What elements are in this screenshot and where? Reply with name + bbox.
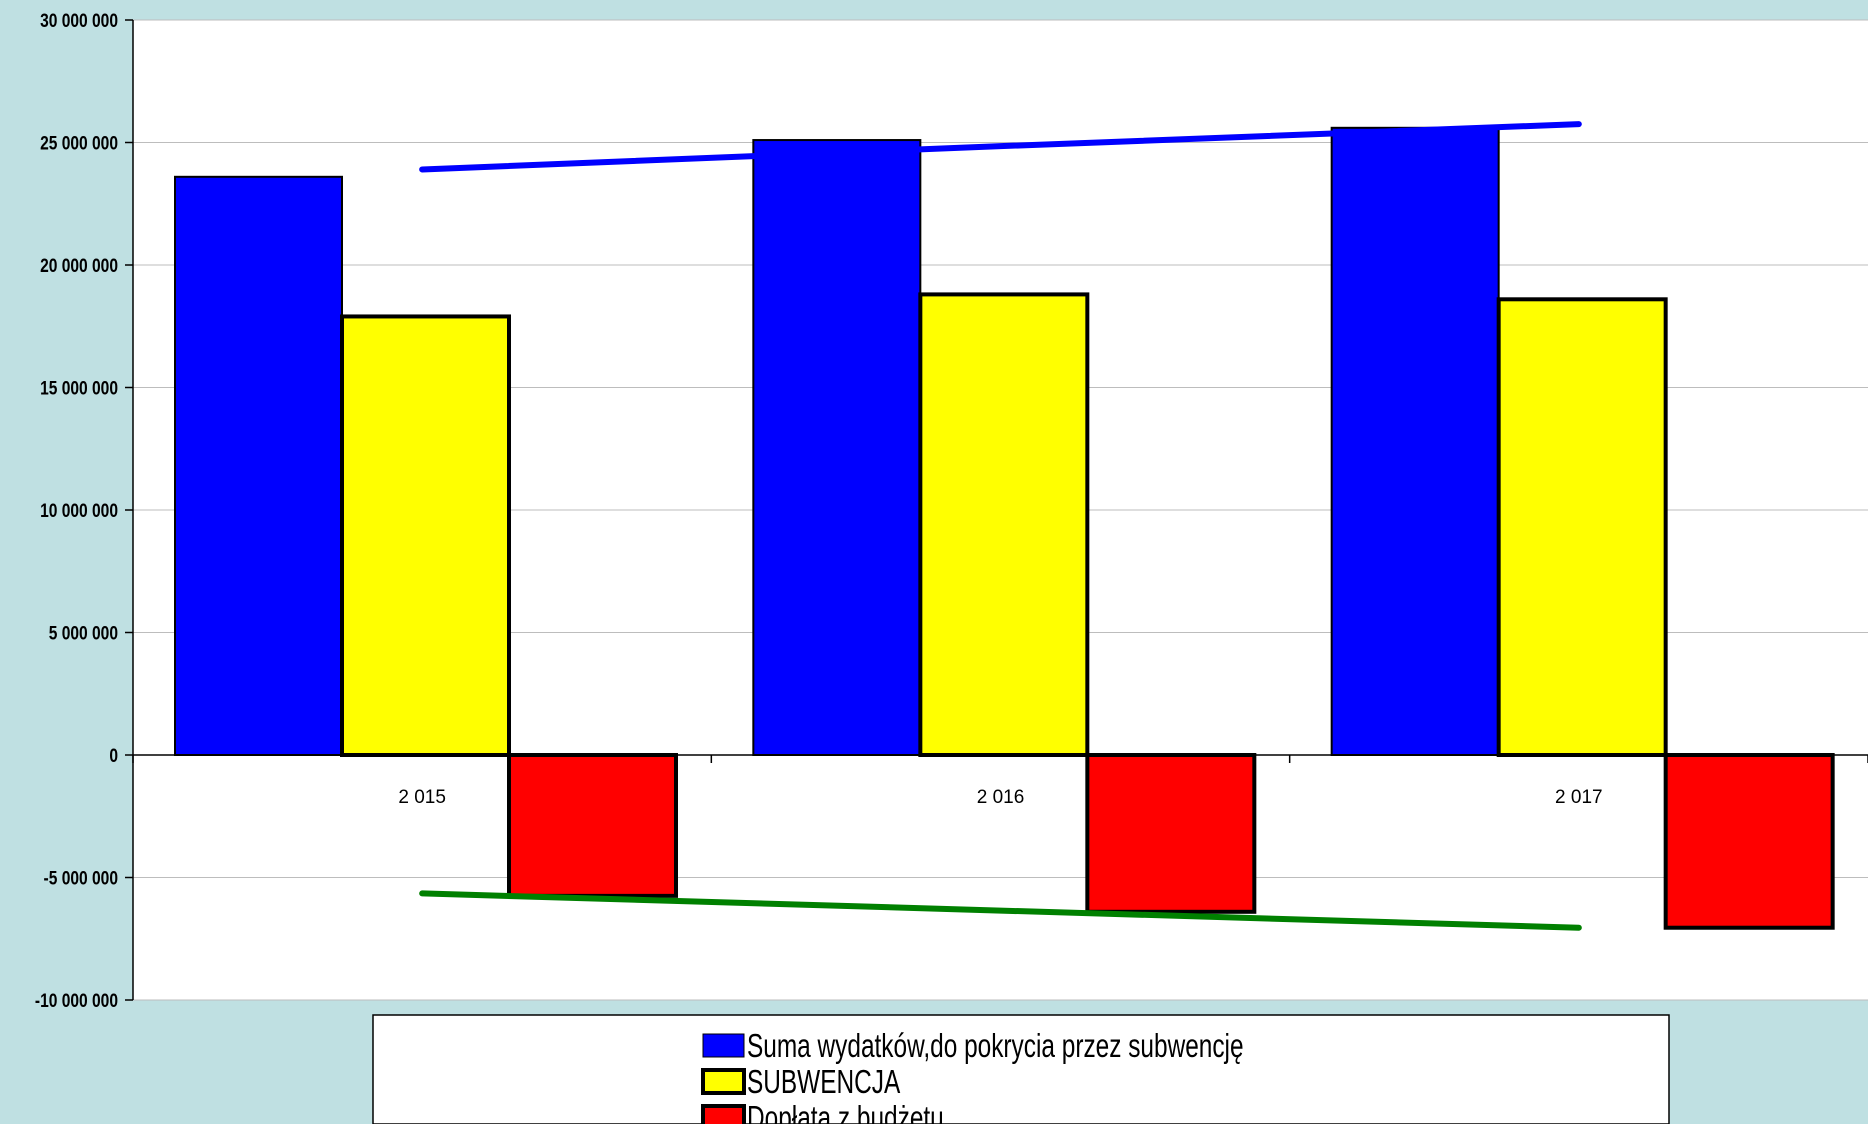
bar <box>340 314 511 757</box>
x-tick-labels: 2 015 2 016 2 017 <box>398 787 1602 808</box>
legend-swatch <box>702 1033 745 1058</box>
trendline <box>419 121 1582 173</box>
x-tick-label: 2 015 <box>398 787 446 808</box>
trendlines <box>419 121 1582 931</box>
y-tick-label: 15 000 000 <box>40 377 118 399</box>
bar <box>1663 753 1835 930</box>
x-tick-label: 2 016 <box>977 787 1025 808</box>
bar <box>507 753 678 898</box>
bar <box>1330 126 1500 757</box>
y-tick-label: 25 000 000 <box>40 132 118 154</box>
bar <box>918 292 1090 757</box>
bars <box>174 126 1835 930</box>
bar <box>1496 297 1668 757</box>
bar <box>752 139 922 757</box>
legend-box <box>372 1014 1670 1124</box>
legend-swatch <box>701 1068 746 1095</box>
legend-label: Suma wydatków,do pokrycia przez subwencj… <box>747 1029 1244 1065</box>
y-tick-label: -10 000 000 <box>35 990 118 1012</box>
y-tick-label: 10 000 000 <box>40 500 118 522</box>
bar <box>1085 753 1257 914</box>
y-tick-label: 0 <box>109 745 118 767</box>
legend-label: Dopłata z budżetu <box>747 1101 944 1124</box>
y-tick-label: 30 000 000 <box>40 10 118 32</box>
legend-swatch <box>701 1104 746 1124</box>
legend-label: SUBWENCJA <box>747 1065 901 1101</box>
y-tick-label: 20 000 000 <box>40 255 118 277</box>
bar <box>174 175 343 757</box>
y-tick-label: -5 000 000 <box>44 867 118 889</box>
y-tick-labels: 30 000 000 25 000 000 20 000 000 15 000 000… <box>35 10 118 1012</box>
x-tick-label: 2 017 <box>1555 787 1603 808</box>
axes <box>125 19 1868 1001</box>
legend: Suma wydatków,do pokrycia przez subwencj… <box>372 1014 1670 1124</box>
trendline <box>419 890 1582 931</box>
y-tick-label: 5 000 000 <box>49 622 118 644</box>
